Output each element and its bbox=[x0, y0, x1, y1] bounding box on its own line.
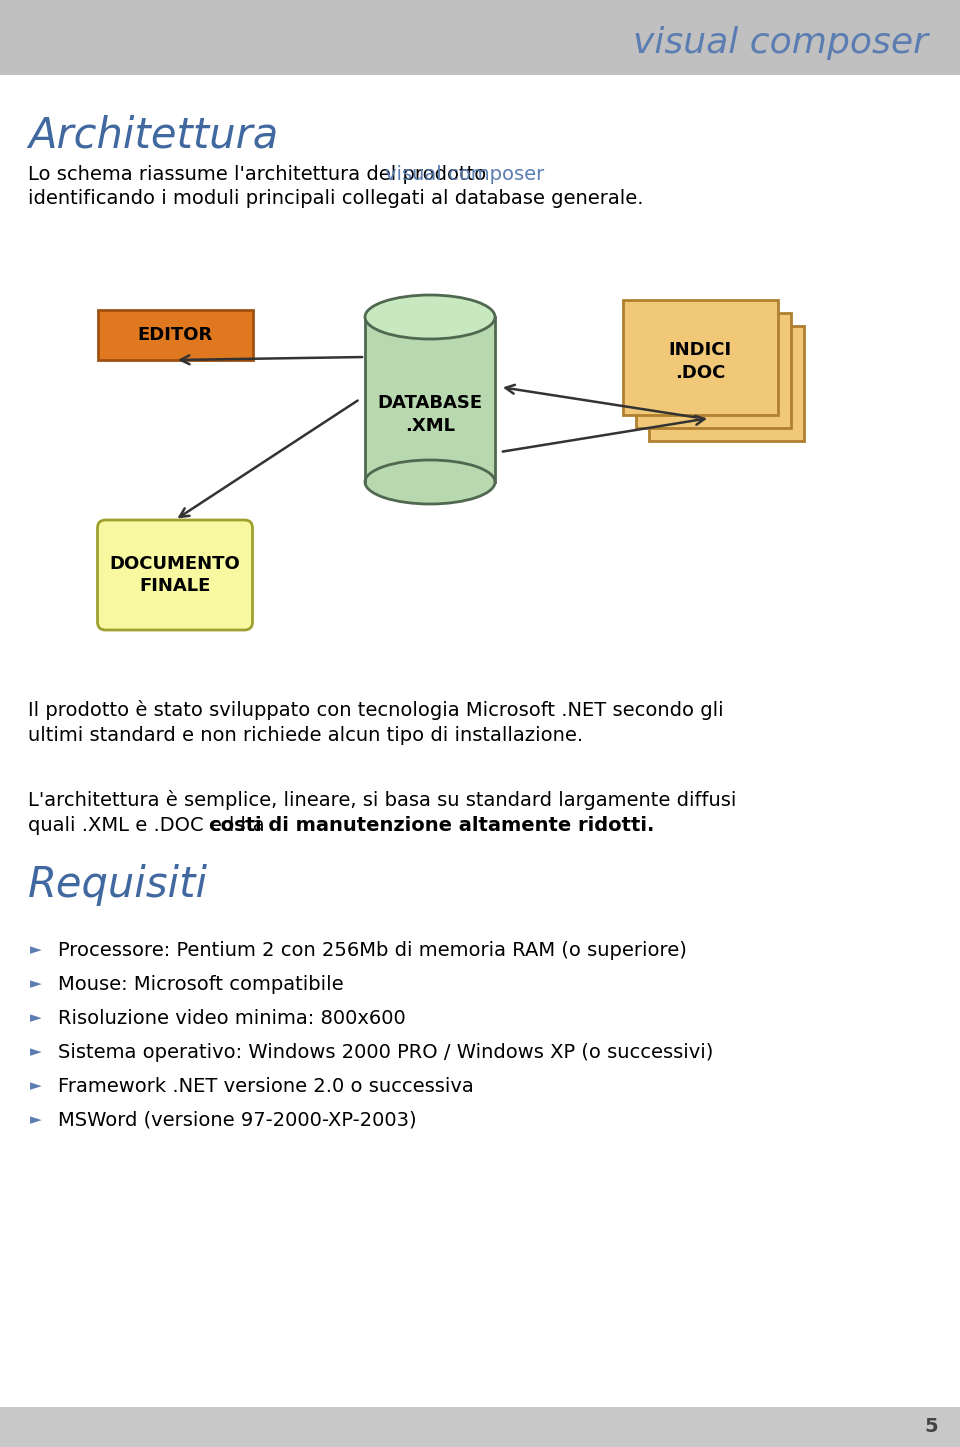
Bar bbox=[0, 0, 960, 75]
Text: quali .XML e .DOC ed ha: quali .XML e .DOC ed ha bbox=[28, 816, 271, 835]
Ellipse shape bbox=[365, 460, 495, 504]
Bar bbox=[365, 317, 495, 482]
Text: Framework .NET versione 2.0 o successiva: Framework .NET versione 2.0 o successiva bbox=[58, 1077, 473, 1095]
Text: ultimi standard e non richiede alcun tipo di installazione.: ultimi standard e non richiede alcun tip… bbox=[28, 726, 583, 745]
Text: L'architettura è semplice, lineare, si basa su standard largamente diffusi: L'architettura è semplice, lineare, si b… bbox=[28, 790, 736, 810]
Text: ►: ► bbox=[30, 1045, 41, 1059]
Text: Lo schema riassume l'architettura del prodotto: Lo schema riassume l'architettura del pr… bbox=[28, 165, 492, 184]
Text: ►: ► bbox=[30, 1113, 41, 1127]
Text: EDITOR: EDITOR bbox=[137, 326, 212, 344]
Text: DATABASE
.XML: DATABASE .XML bbox=[377, 395, 483, 434]
Text: DOCUMENTO
FINALE: DOCUMENTO FINALE bbox=[109, 554, 240, 595]
Text: Sistema operativo: Windows 2000 PRO / Windows XP (o successivi): Sistema operativo: Windows 2000 PRO / Wi… bbox=[58, 1042, 713, 1062]
Ellipse shape bbox=[365, 295, 495, 339]
Text: ►: ► bbox=[30, 1078, 41, 1094]
FancyBboxPatch shape bbox=[636, 313, 790, 428]
Text: Mouse: Microsoft compatibile: Mouse: Microsoft compatibile bbox=[58, 974, 344, 994]
Bar bbox=[0, 1406, 960, 1447]
FancyBboxPatch shape bbox=[98, 519, 252, 629]
FancyBboxPatch shape bbox=[98, 310, 252, 360]
Text: Risoluzione video minima: 800x600: Risoluzione video minima: 800x600 bbox=[58, 1009, 406, 1027]
Text: MSWord (versione 97-2000-XP-2003): MSWord (versione 97-2000-XP-2003) bbox=[58, 1110, 417, 1130]
Text: visual composer: visual composer bbox=[633, 26, 928, 59]
Text: Il prodotto è stato sviluppato con tecnologia Microsoft .NET secondo gli: Il prodotto è stato sviluppato con tecno… bbox=[28, 700, 724, 721]
FancyBboxPatch shape bbox=[622, 300, 778, 415]
Text: costi di manutenzione altamente ridotti.: costi di manutenzione altamente ridotti. bbox=[209, 816, 655, 835]
Text: Requisiti: Requisiti bbox=[28, 864, 208, 906]
Text: Architettura: Architettura bbox=[28, 114, 278, 156]
Text: ►: ► bbox=[30, 942, 41, 958]
Text: INDICI
.DOC: INDICI .DOC bbox=[668, 341, 732, 382]
Text: identificando i moduli principali collegati al database generale.: identificando i moduli principali colleg… bbox=[28, 188, 643, 207]
Text: Processore: Pentium 2 con 256Mb di memoria RAM (o superiore): Processore: Pentium 2 con 256Mb di memor… bbox=[58, 941, 686, 959]
Text: visual composer: visual composer bbox=[385, 165, 544, 184]
Text: ►: ► bbox=[30, 977, 41, 991]
FancyBboxPatch shape bbox=[649, 326, 804, 441]
Text: 5: 5 bbox=[924, 1418, 938, 1437]
Text: ►: ► bbox=[30, 1010, 41, 1026]
